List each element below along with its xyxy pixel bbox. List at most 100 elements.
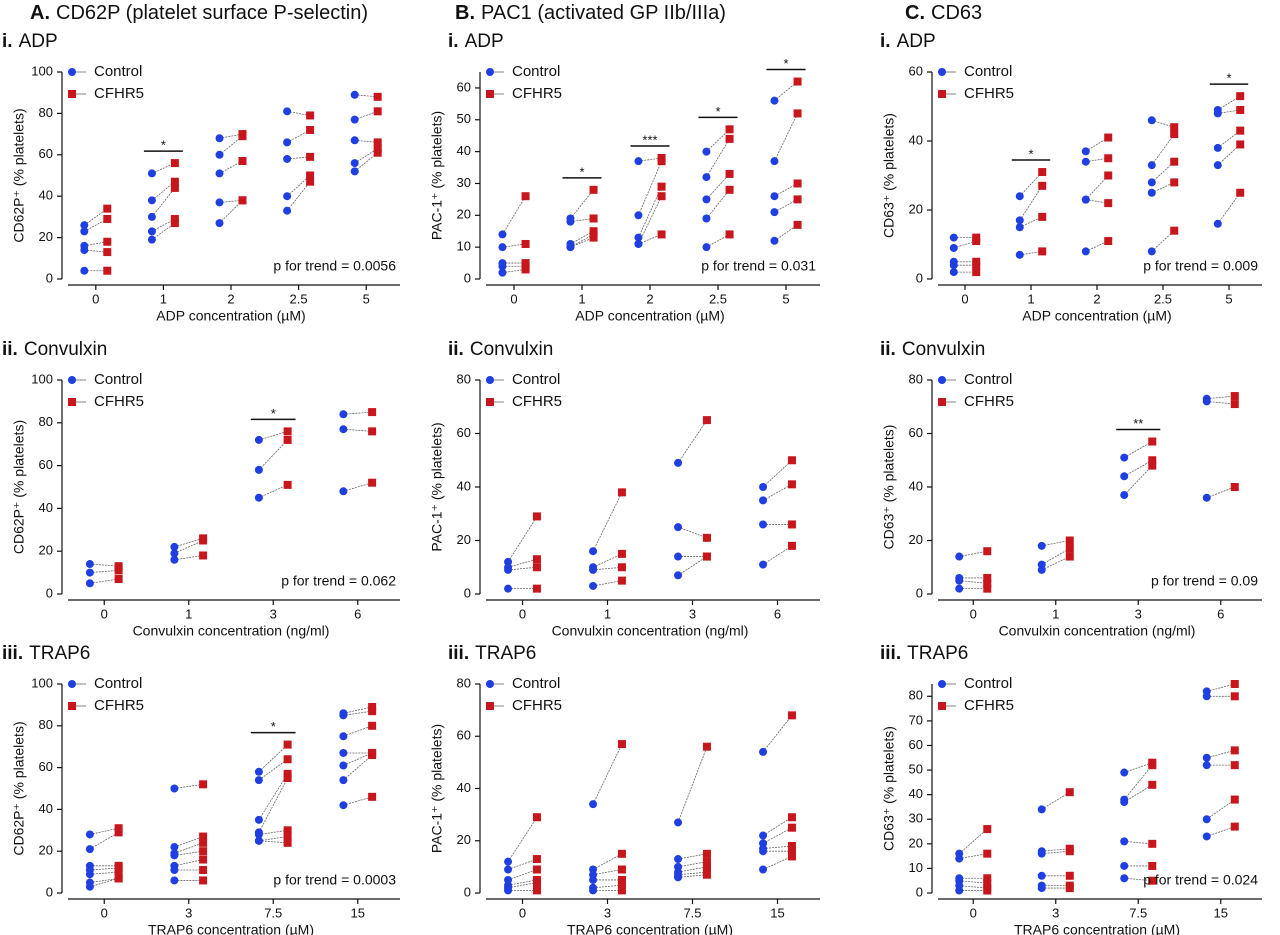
control-point [85, 830, 94, 839]
control-point [147, 169, 156, 178]
pair-line [1041, 540, 1070, 547]
panel-title: TRAP6 [29, 643, 90, 664]
column-title: PAC1 (activated GP IIb/IIIa) [481, 2, 726, 24]
control-point [283, 192, 292, 201]
pair-line [1019, 216, 1043, 228]
control-point [759, 831, 768, 840]
cfhr5-point [532, 865, 541, 874]
pair-line [762, 816, 793, 836]
cfhr5-point [283, 740, 292, 749]
legend-marker [486, 68, 494, 76]
pair-line [508, 566, 537, 571]
control-point [949, 233, 958, 242]
cfhr5-point [725, 230, 734, 239]
cfhr5-point [532, 855, 541, 864]
y-tick-label: 80 [457, 675, 471, 690]
cfhr5-point [1170, 130, 1179, 139]
cfhr5-point [170, 219, 179, 228]
pair-line [1206, 826, 1235, 837]
legend-marker [938, 398, 946, 406]
y-tick-label: 60 [457, 728, 471, 743]
control-point [1081, 247, 1090, 256]
control-point [1202, 815, 1211, 824]
pair-line [258, 484, 288, 499]
legend-label: Control [512, 63, 560, 80]
control-point [634, 233, 643, 242]
legend-marker [486, 376, 494, 384]
pair-line [1206, 401, 1235, 405]
control-point [350, 136, 359, 145]
y-tick-label: 80 [909, 688, 923, 703]
cfhr5-point [1065, 552, 1074, 561]
column-title: CD62P (platelet surface P-selectin) [56, 2, 368, 24]
panel-title: TRAP6 [907, 643, 968, 664]
pair-line [959, 880, 988, 884]
column-header: C. CD63 [905, 2, 982, 24]
pair-line [174, 850, 204, 856]
cfhr5-point [199, 855, 208, 864]
cfhr5-point [1170, 226, 1179, 235]
cfhr5-point [787, 823, 796, 832]
cfhr5-point [1148, 839, 1157, 848]
control-point [254, 830, 263, 839]
x-tick-label: 15 [770, 905, 784, 920]
pair-line [1206, 750, 1235, 759]
legend-marker [68, 90, 76, 98]
cfhr5-point [114, 575, 123, 584]
cfhr5-point [1065, 871, 1074, 880]
x-tick-label: 1 [578, 291, 585, 306]
pair-line [592, 492, 623, 552]
pair-line [959, 580, 988, 584]
control-point [1037, 849, 1046, 858]
pair-line [677, 746, 708, 823]
legend-label: CFHR5 [94, 697, 144, 714]
cfhr5-point [702, 742, 711, 751]
control-point [504, 584, 513, 593]
cfhr5-point [983, 547, 992, 556]
control-point [1037, 541, 1046, 550]
control-point [339, 711, 348, 720]
legend-label: Control [964, 675, 1012, 692]
trend-annotation: p for trend = 0.0056 [273, 258, 396, 274]
cfhr5-point [617, 576, 626, 585]
cfhr5-point [1065, 788, 1074, 797]
cfhr5-point [1230, 761, 1239, 770]
cfhr5-point [702, 552, 711, 561]
y-tick-label: 80 [909, 371, 923, 386]
pair-line [1217, 192, 1241, 225]
x-axis-label: ADP concentration (µM) [1022, 308, 1171, 324]
control-point [1147, 178, 1156, 187]
pair-line [89, 877, 119, 883]
cfhr5-point [170, 177, 179, 186]
pair-line [762, 459, 793, 488]
pair-line [1019, 171, 1043, 197]
control-point [254, 767, 263, 776]
panel-label: iii. TRAP6 [2, 643, 90, 664]
legend-marker [486, 702, 494, 710]
y-axis-label: PAC-1⁺ (% platelets) [429, 724, 445, 853]
pair-line [677, 853, 708, 860]
control-point [955, 576, 964, 585]
pair-line [343, 428, 373, 432]
control-point [215, 198, 224, 207]
legend-marker [938, 376, 946, 384]
pair-line [1123, 764, 1153, 800]
cfhr5-point [170, 183, 179, 192]
cfhr5-point [1148, 876, 1157, 885]
cfhr5-point [1170, 123, 1179, 132]
x-tick-label: 3 [270, 606, 277, 621]
significance-label: * [1226, 71, 1231, 86]
cfhr5-point [1148, 437, 1157, 446]
cfhr5-point [283, 480, 292, 489]
legend-label: CFHR5 [512, 393, 562, 410]
pair-line [677, 861, 708, 868]
column-letter: C. [905, 2, 925, 24]
y-tick-label: 60 [39, 146, 53, 161]
cfhr5-point [657, 182, 666, 191]
y-tick-label: 60 [457, 79, 471, 94]
pair-line [258, 836, 288, 842]
control-point [702, 147, 711, 156]
cfhr5-point [657, 230, 666, 239]
x-tick-label: 3 [1135, 606, 1142, 621]
cfhr5-point [1148, 456, 1157, 465]
